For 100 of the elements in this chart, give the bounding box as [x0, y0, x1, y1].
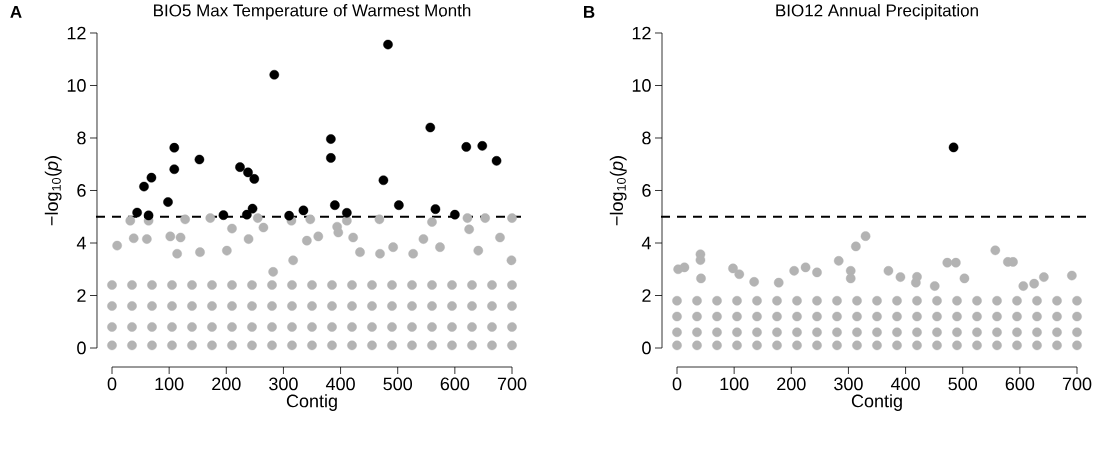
point: [477, 141, 488, 151]
point: [883, 266, 894, 276]
point: [235, 162, 245, 172]
point: [942, 257, 953, 268]
point: [139, 181, 149, 192]
chart-title: BIO5 Max Temperature of Warmest Month: [154, 3, 471, 20]
point: [378, 175, 389, 186]
point: [812, 267, 822, 278]
point: [1039, 272, 1049, 282]
point: [948, 142, 959, 153]
point: [342, 208, 352, 218]
point: [143, 210, 154, 221]
point: [473, 245, 484, 256]
point: [408, 248, 418, 259]
x-tick-label: 200: [212, 377, 241, 391]
point: [929, 281, 940, 291]
point: [696, 273, 706, 284]
point: [175, 232, 186, 243]
point: [132, 207, 142, 218]
point: [125, 215, 136, 226]
point: [951, 257, 961, 268]
point: [326, 153, 336, 163]
point: [165, 231, 176, 242]
point: [194, 154, 205, 165]
point: [169, 142, 180, 153]
text: B: [584, 6, 595, 18]
point: [298, 205, 309, 216]
point: [845, 273, 856, 284]
point: [146, 172, 157, 183]
point: [749, 277, 759, 287]
point: [435, 242, 445, 252]
point: [450, 209, 460, 220]
y-tick-label: 2: [642, 289, 651, 302]
point: [491, 156, 502, 166]
y-tick-label: 12: [67, 26, 86, 40]
chart-title: BIO12 Annual Precipitation: [776, 3, 978, 20]
x-tick-label: 500: [948, 377, 978, 391]
point: [288, 255, 298, 266]
point: [959, 273, 970, 284]
point: [305, 214, 316, 225]
y-tick-label: 2: [77, 289, 86, 302]
point: [142, 234, 152, 244]
point: [860, 231, 871, 241]
point: [227, 223, 237, 234]
x-tick-label: 700: [1062, 377, 1092, 391]
x-tick-label: 100: [720, 377, 749, 391]
point: [205, 213, 216, 223]
point: [172, 248, 182, 259]
y-tick-label: 6: [642, 184, 651, 197]
point: [495, 232, 505, 243]
x-tick-label: 0: [107, 377, 117, 391]
y-tick-label: 0: [77, 341, 86, 355]
x-tick-label: 200: [777, 377, 806, 391]
y-tick-label: 10: [67, 79, 86, 92]
point: [833, 256, 844, 266]
x-tick-label: 300: [269, 377, 298, 391]
y-tick-label: 10: [632, 79, 651, 92]
point: [302, 235, 312, 246]
point: [252, 213, 263, 223]
point: [394, 200, 404, 210]
point: [249, 174, 260, 184]
y-tick-label: 8: [77, 131, 86, 145]
point: [128, 233, 139, 244]
y-tick-label: 4: [76, 236, 86, 250]
x-tick-label: 700: [497, 377, 527, 391]
point: [269, 69, 280, 80]
x-axis-title: Contig: [286, 394, 337, 411]
x-tick-label: 100: [155, 377, 184, 391]
point: [242, 209, 252, 220]
point: [388, 242, 398, 252]
point: [268, 267, 278, 277]
x-tick-label: 500: [383, 377, 413, 391]
point: [247, 203, 258, 214]
point: [679, 262, 690, 273]
x-tick-label: 300: [834, 377, 863, 391]
point: [427, 217, 437, 227]
point: [425, 122, 436, 133]
point: [218, 210, 229, 220]
y-tick-label: 8: [642, 131, 651, 145]
point: [355, 247, 365, 257]
y-tick-label: 4: [641, 236, 651, 250]
point: [195, 247, 205, 257]
point: [895, 272, 906, 282]
point: [1067, 270, 1077, 281]
point: [506, 255, 517, 266]
point: [374, 214, 385, 225]
point: [348, 232, 358, 243]
point: [789, 266, 799, 276]
x-tick-label: 400: [890, 377, 920, 391]
point: [1018, 281, 1029, 291]
point: [258, 222, 269, 233]
point: [418, 234, 429, 244]
point: [180, 214, 190, 225]
x-tick-label: 0: [672, 377, 682, 391]
point: [464, 224, 474, 235]
text: A: [10, 6, 22, 18]
point: [430, 204, 441, 214]
x-tick-label: 600: [1005, 377, 1035, 391]
point: [383, 39, 393, 50]
point: [326, 134, 336, 144]
